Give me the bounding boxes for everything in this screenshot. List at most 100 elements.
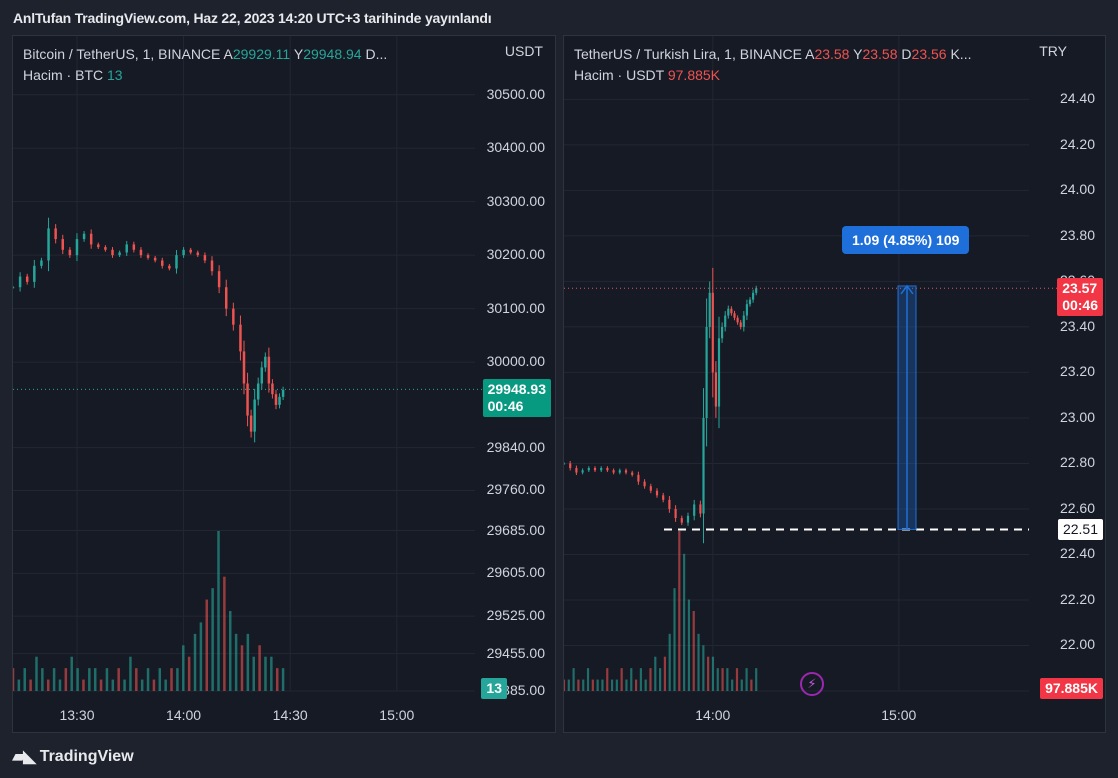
- publish-header: AnlTufan TradingView.com, Haz 22, 2023 1…: [13, 10, 492, 26]
- y-tick-label: 24.20: [1059, 135, 1095, 152]
- candle-body: [61, 239, 64, 250]
- volume-bar: [52, 668, 56, 691]
- volume-bar: [591, 679, 594, 691]
- volume-bar: [99, 679, 103, 691]
- price-range-measure-label[interactable]: 1.09 (4.85%) 109: [842, 226, 970, 254]
- candle-body: [739, 322, 742, 327]
- volume-bar: [170, 668, 173, 691]
- candle-body: [748, 299, 752, 305]
- volume-bar: [199, 622, 203, 691]
- candle-body: [699, 504, 702, 514]
- candle-body: [721, 326, 724, 339]
- candle-body: [33, 265, 36, 282]
- y-tick-label: 29455.00: [486, 644, 545, 661]
- x-tick-label: 14:30: [272, 707, 308, 723]
- candle-body: [267, 356, 271, 384]
- y-tick-label: 23.00: [1059, 408, 1095, 425]
- usdttry-volume-tag: 97.885K: [1040, 678, 1103, 699]
- volume-bar: [750, 679, 753, 691]
- candle-body: [649, 486, 652, 491]
- y-tick-label: 30400.00: [486, 139, 545, 156]
- candle-body: [736, 317, 739, 323]
- y-tick-label: 29525.00: [486, 607, 545, 624]
- candle-body: [711, 292, 714, 373]
- volume-bar: [111, 679, 115, 691]
- candle-body: [575, 468, 578, 473]
- candle-body: [75, 239, 79, 256]
- usdttry-y-label: Y: [853, 46, 863, 62]
- btc-y-label: Y: [293, 46, 304, 62]
- candle-body: [717, 338, 721, 407]
- volume-bar: [649, 668, 652, 691]
- volume-bar: [187, 656, 191, 691]
- candle-body: [668, 499, 671, 509]
- volume-bar: [673, 588, 676, 691]
- candle-body: [217, 271, 221, 288]
- btc-volume-value: 13: [107, 67, 123, 83]
- lightning-icon[interactable]: ⚡: [800, 672, 824, 696]
- candle-body: [702, 417, 705, 514]
- btc-chart-panel[interactable]: Bitcoin / TetherUS, 1, BINANCE A29929.11…: [12, 35, 556, 733]
- candle-body: [662, 495, 665, 500]
- btc-last-price-tag: 29948.93 00:46: [482, 379, 551, 418]
- price-range-arrowhead-icon: [900, 284, 914, 295]
- candle-body: [168, 265, 171, 269]
- volume-bar: [158, 668, 162, 691]
- volume-bar: [654, 656, 657, 691]
- candle-body: [581, 470, 584, 473]
- volume-bar: [41, 668, 44, 691]
- volume-bar: [755, 668, 758, 691]
- y-tick-label: 30100.00: [486, 299, 545, 316]
- candle-body: [132, 244, 136, 250]
- volume-bar: [164, 679, 167, 691]
- volume-bar: [634, 679, 638, 691]
- volume-bar: [93, 668, 97, 691]
- candle-body: [680, 518, 683, 523]
- y-tick-label: 24.00: [1059, 181, 1095, 198]
- candle-body: [278, 396, 281, 405]
- btc-a-value: 29929.11: [232, 46, 291, 62]
- usdttry-volume-value: 97.885K: [667, 67, 721, 83]
- y-tick-label: 23.40: [1059, 317, 1095, 334]
- candle-body: [693, 504, 696, 516]
- tradingview-footer: ▰◣ TradingView: [12, 746, 134, 767]
- candle-body: [82, 233, 86, 240]
- candle-body: [274, 394, 278, 405]
- volume-bar: [117, 668, 120, 691]
- volume-bar: [64, 668, 68, 691]
- candle-body: [655, 490, 659, 496]
- candle-body: [242, 351, 246, 384]
- volume-bar: [601, 679, 604, 691]
- btc-volume-legend: Hacim · BTC 13: [23, 67, 123, 83]
- usdttry-last-price: 23.57: [1062, 280, 1098, 297]
- btc-pair-title: Bitcoin / TetherUS, 1, BINANCE: [23, 46, 221, 62]
- candle-body: [175, 255, 178, 269]
- volume-bar: [731, 679, 734, 691]
- y-tick-label: 29760.00: [486, 481, 545, 498]
- volume-bar: [620, 668, 623, 691]
- volume-bar: [82, 679, 85, 691]
- usdttry-pair-title: TetherUS / Turkish Lira, 1, BINANCE: [574, 46, 802, 62]
- volume-bar: [610, 679, 614, 691]
- candle-body: [182, 249, 185, 256]
- candle-body: [281, 389, 285, 397]
- usdttry-chart-panel[interactable]: TetherUS / Turkish Lira, 1, BINANCE A23.…: [563, 35, 1106, 733]
- candle-body: [730, 308, 733, 314]
- volume-bar: [76, 668, 79, 691]
- btc-last-price: 29948.93: [487, 381, 546, 398]
- btc-countdown: 00:46: [487, 398, 524, 415]
- volume-bar: [23, 668, 26, 691]
- y-tick-label: 29685.00: [486, 521, 545, 538]
- candle-body: [755, 288, 758, 293]
- volume-bar: [668, 633, 671, 691]
- volume-bar: [270, 656, 273, 691]
- volume-bar: [17, 679, 21, 691]
- usdttry-volume-label: Hacim · USDT: [574, 67, 664, 83]
- y-tick-label: 30300.00: [486, 192, 545, 209]
- candle-body: [25, 276, 29, 282]
- candle-body: [97, 244, 100, 248]
- volume-bar: [13, 668, 15, 691]
- volume-bar: [152, 679, 156, 691]
- volume-bar: [659, 668, 662, 691]
- candle-body: [593, 468, 597, 471]
